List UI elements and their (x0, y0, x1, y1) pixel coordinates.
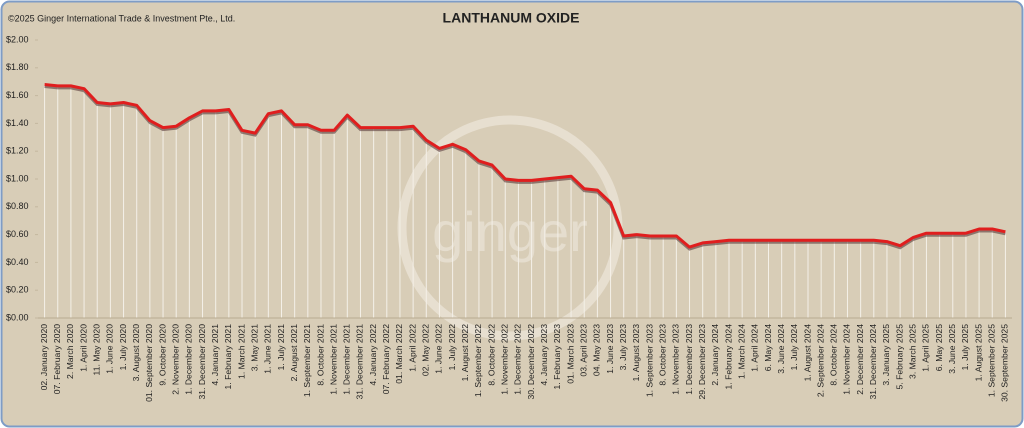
x-tick-label: 1. December 2023 (684, 324, 694, 395)
x-tick-label: 1. April 2025 (921, 324, 931, 372)
x-tick-label: 07. February 2020 (52, 324, 62, 394)
x-tick-label: 5. February 2025 (894, 324, 904, 390)
x-tick-label: 1. April 2022 (407, 324, 417, 372)
x-tick-label: 1. November 2021 (328, 324, 338, 395)
x-tick-label: 3. June 2025 (947, 324, 957, 374)
x-tick-label: 1. September 2022 (473, 324, 483, 397)
x-tick-label: 07. February 2022 (381, 324, 391, 394)
y-tick-label: $2.00 (6, 34, 29, 44)
x-tick-label: 3. June 2024 (776, 324, 786, 374)
x-tick-label: 1. September 2021 (302, 324, 312, 397)
y-tick-label: $0.20 (6, 285, 29, 295)
x-tick-label: 1. June 2023 (605, 324, 615, 374)
x-tick-label: 1. November 2023 (671, 324, 681, 395)
x-tick-label: 9. October 2020 (157, 324, 167, 386)
x-tick-label: 1. September 2025 (987, 324, 997, 397)
y-tick-label: $1.00 (6, 173, 29, 183)
x-tick-label: 2. August 2021 (289, 324, 299, 382)
x-tick-label: 1. July 2020 (118, 324, 128, 371)
x-tick-label: 4. January 2021 (210, 324, 220, 386)
x-tick-label: 8. October 2022 (486, 324, 496, 386)
y-tick-label: $0.00 (6, 312, 29, 322)
x-tick-label: 3. July 2023 (618, 324, 628, 371)
x-tick-label: 1. July 2025 (960, 324, 970, 371)
x-tick-label: 1. December 2021 (342, 324, 352, 395)
x-tick-label: 1. August 2023 (631, 324, 641, 382)
x-tick-label: 8. October 2024 (829, 324, 839, 386)
x-tick-label: 4. January 2022 (368, 324, 378, 386)
x-tick-label: 02. May 2022 (421, 324, 431, 376)
x-tick-label: 03. April 2023 (578, 324, 588, 377)
x-tick-label: 31. December 2020 (197, 324, 207, 400)
x-tick-label: 4. January 2023 (539, 324, 549, 386)
x-tick-label: 2. November 2020 (170, 324, 180, 395)
x-tick-label: 1. February 2023 (552, 324, 562, 390)
copyright: ©2025 Ginger International Trade & Inves… (8, 13, 235, 23)
x-tick-label: 1. June 2020 (105, 324, 115, 374)
line-shadow (44, 85, 1006, 251)
x-tick-label: 3. August 2020 (131, 324, 141, 382)
x-tick-label: 02. January 2020 (39, 324, 49, 391)
x-tick-label: 1. February 2024 (723, 324, 733, 390)
x-tick-label: 1. July 2024 (789, 324, 799, 371)
y-tick-label: $0.60 (6, 229, 29, 239)
watermark-ring (397, 115, 623, 341)
x-tick-label: 01. March 2023 (565, 324, 575, 384)
x-tick-label: 1. March 2024 (736, 324, 746, 379)
x-tick-label: 30. December 2022 (526, 324, 536, 400)
x-tick-label: 3. January 2025 (881, 324, 891, 386)
x-tick-label: 1. July 2021 (276, 324, 286, 371)
y-tick-label: $0.80 (6, 201, 29, 211)
x-tick-label: 6. May 2024 (763, 324, 773, 372)
x-tick-label: 31. December 2024 (868, 324, 878, 400)
x-tick-label: 1. February 2021 (223, 324, 233, 390)
y-tick-label: $1.40 (6, 118, 29, 128)
x-tick-label: 1. July 2022 (447, 324, 457, 371)
x-tick-label: 3. May 2021 (249, 324, 259, 372)
x-tick-label: 2. December 2024 (855, 324, 865, 395)
chart-title: LANTHANUM OXIDE (443, 10, 580, 26)
x-tick-label: 1. August 2024 (802, 324, 812, 382)
x-tick-label: 8. October 2023 (657, 324, 667, 386)
x-tick-label: 1. June 2021 (263, 324, 273, 374)
x-tick-label: 1. April 2020 (78, 324, 88, 372)
x-tick-label: 01. September 2020 (144, 324, 154, 402)
x-tick-label: 2. September 2024 (815, 324, 825, 397)
x-tick-label: 04. May 2023 (592, 324, 602, 376)
x-tick-label: 1. March 2021 (236, 324, 246, 379)
data-line (44, 83, 1006, 249)
y-tick-label: $1.80 (6, 62, 29, 72)
y-tick-label: $1.20 (6, 146, 29, 156)
x-tick-label: 1. September 2023 (644, 324, 654, 397)
x-tick-label: 1. December 2022 (513, 324, 523, 395)
x-tick-label: 01. March 2022 (394, 324, 404, 384)
x-tick-label: 1. June 2022 (434, 324, 444, 374)
y-tick-label: $0.40 (6, 257, 29, 267)
x-tick-label: 11. May 2020 (91, 324, 101, 376)
x-tick-label: 1. August 2025 (973, 324, 983, 382)
x-tick-label: 3. March 2025 (908, 324, 918, 379)
x-tick-label: 1. November 2024 (842, 324, 852, 395)
x-tick-label: 8. October 2021 (315, 324, 325, 386)
x-tick-label: 6. May 2025 (934, 324, 944, 372)
x-tick-label: 31. December 2021 (355, 324, 365, 400)
x-tick-label: 30. September 2025 (1000, 324, 1010, 402)
x-tick-label: 1. August 2022 (460, 324, 470, 382)
y-tick-label: $1.60 (6, 90, 29, 100)
x-tick-label: 1. April 2024 (750, 324, 760, 372)
x-tick-label: 2. March 2020 (65, 324, 75, 379)
x-tick-label: 2. January 2024 (710, 324, 720, 386)
x-tick-label: 1. December 2020 (184, 324, 194, 395)
x-tick-label: 1. November 2022 (500, 324, 510, 395)
x-tick-label: 29. December 2023 (697, 324, 707, 400)
watermark: ginger (432, 200, 588, 263)
